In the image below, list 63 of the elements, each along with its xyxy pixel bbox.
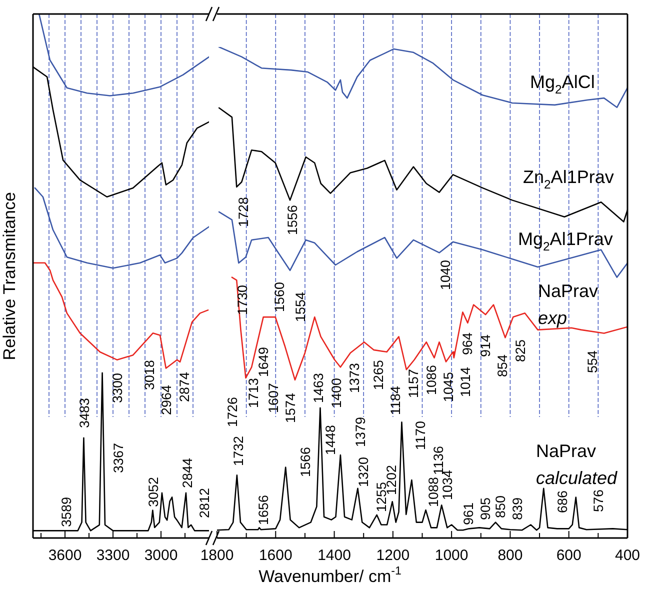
annotation: 1560	[272, 282, 287, 312]
annotation: 1265	[371, 360, 386, 390]
annotation: 576	[591, 489, 606, 512]
annotation: 850	[493, 495, 508, 518]
annotation: 1554	[293, 291, 308, 322]
annotation: 1730	[235, 284, 250, 315]
annotation: 1184	[388, 385, 403, 415]
annotation: 961	[461, 502, 476, 525]
annotation: 2874	[177, 371, 192, 402]
annotation: 1014	[458, 366, 473, 397]
annotation: 1463	[311, 372, 326, 403]
annotation: 3589	[59, 496, 74, 527]
y-axis-title: Relative Transmitance	[0, 192, 19, 360]
annotation: 1170	[413, 420, 428, 450]
x-tick-label: 1400	[318, 547, 351, 564]
annotation: 554	[585, 350, 600, 373]
x-tick-label: 600	[556, 547, 582, 564]
series-label: NaPrav exp	[538, 281, 598, 328]
x-tick-label: 1800	[200, 547, 234, 564]
x-tick-label: 400	[614, 547, 640, 564]
annotation: 1448	[323, 424, 338, 455]
annotation: 3367	[111, 442, 126, 473]
annotation: 1320	[356, 456, 371, 487]
annotation: 1728	[236, 196, 251, 227]
annotation: 964	[460, 332, 475, 355]
annotation: 905	[478, 497, 493, 520]
x-tick-label: 3600	[48, 547, 82, 564]
annotation: 2812	[197, 488, 212, 518]
annotation: 3300	[110, 372, 125, 403]
annotation: 854	[495, 354, 510, 377]
annotation: 1713	[246, 378, 261, 408]
x-tick-label: 1000	[434, 547, 468, 564]
annotation: 914	[478, 334, 493, 357]
annotation: 2964	[159, 384, 174, 415]
annotation: 825	[513, 339, 528, 362]
annotation: 1088	[426, 476, 441, 507]
annotation: 1656	[256, 494, 271, 525]
annotation: 2844	[180, 457, 195, 488]
annotation: 1086	[424, 364, 439, 395]
x-tick-label: 3000	[144, 547, 178, 564]
annotation: 1607	[266, 382, 281, 413]
annotation: 1400	[329, 378, 344, 408]
annotation: 1157	[406, 368, 421, 398]
annotation: 839	[510, 497, 525, 520]
x-tick-label: 1200	[376, 547, 410, 564]
annotation: 1556	[285, 204, 300, 235]
annotation: 1373	[347, 362, 362, 393]
annotation: 1379	[353, 416, 368, 447]
x-tick-label: 800	[498, 547, 523, 564]
annotation: 1726	[225, 396, 240, 427]
x-tick-label: 1600	[258, 547, 292, 564]
annotation: 1574	[283, 392, 298, 423]
annotation: 3483	[77, 398, 92, 428]
series-label: NaPrav calculated	[536, 441, 618, 488]
x-tick-label: 3300	[96, 547, 130, 564]
annotation: 3018	[142, 360, 157, 390]
annotation: 1732	[231, 436, 246, 466]
annotation: 1649	[256, 346, 271, 377]
annotation: 1045	[441, 372, 456, 402]
annotation: 1040	[438, 260, 453, 290]
annotation: 3052	[146, 476, 161, 507]
annotation: 1566	[298, 446, 313, 477]
annotation: 686	[555, 490, 570, 513]
